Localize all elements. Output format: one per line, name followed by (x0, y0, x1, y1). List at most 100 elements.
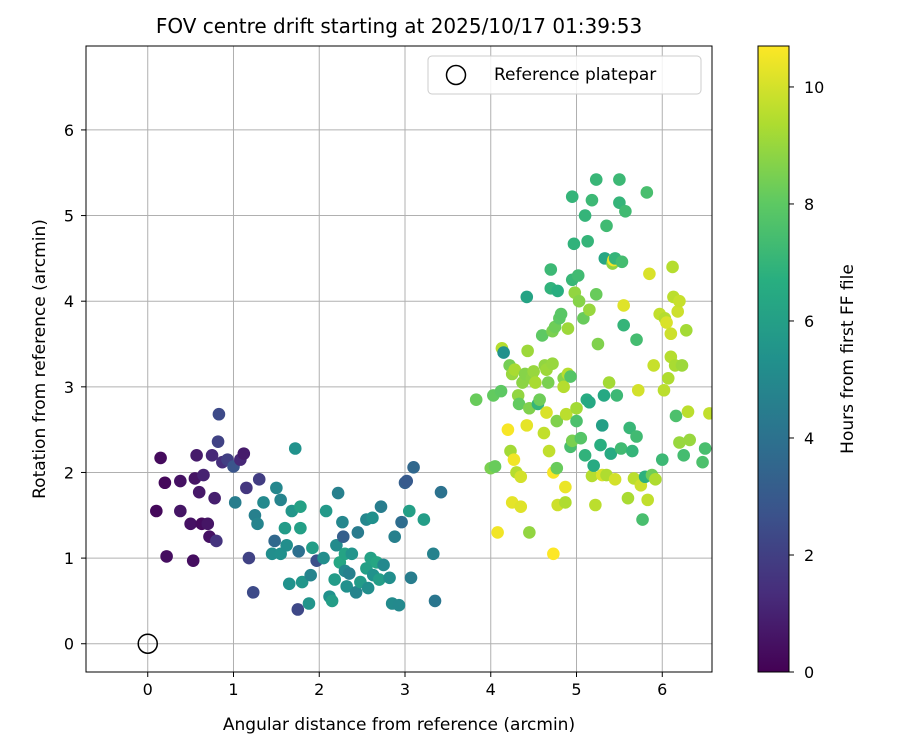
scatter-point (594, 438, 607, 452)
scatter-point (703, 407, 712, 420)
y-tick-label: 1 (64, 549, 74, 568)
scatter-point (302, 597, 316, 610)
scatter-point (597, 389, 611, 402)
scatter-point (671, 305, 684, 318)
colorbar-tick-label: 0 (804, 663, 814, 682)
scatter-point (372, 573, 386, 586)
scatter-point (625, 444, 639, 458)
scatter-point (240, 481, 253, 495)
scatter-point (537, 426, 551, 440)
scatter-point (377, 558, 390, 572)
scatter-point (428, 594, 442, 608)
colorbar-tick-label: 4 (804, 429, 814, 448)
scatter-point (520, 290, 534, 304)
x-tick-label: 5 (571, 680, 581, 699)
scatter-point (619, 204, 632, 218)
scatter-point (585, 193, 599, 207)
x-axis-ticks: 0 1 2 3 4 5 6 (143, 672, 667, 699)
colorbar-ticks: 0 2 4 6 8 10 (789, 78, 824, 682)
scatter-point (523, 526, 536, 539)
scatter-point (197, 468, 210, 482)
legend: Reference platepar (427, 55, 702, 95)
chart-title: FOV centre drift starting at 2025/10/17 … (156, 14, 642, 38)
scatter-point (186, 554, 200, 567)
scatter-point (557, 380, 570, 394)
scatter-point (696, 455, 709, 469)
colorbar: 0 2 4 6 8 10 Hours from first FF file (757, 45, 858, 682)
scatter-point (559, 407, 573, 421)
scatter-point (610, 389, 624, 402)
scatter-point (623, 421, 636, 435)
scatter-point (683, 433, 697, 447)
scatter-point (158, 476, 172, 490)
scatter-point (589, 498, 602, 512)
scatter-point (508, 363, 522, 377)
scatter-point (559, 496, 572, 509)
colorbar-tick-label: 2 (804, 546, 814, 565)
scatter-point (640, 186, 654, 199)
plot-frame (85, 45, 713, 673)
scatter-point (174, 474, 187, 488)
scatter-point (351, 526, 365, 539)
scatter-point (501, 423, 515, 436)
scatter-point (208, 491, 221, 505)
x-tick-label: 0 (143, 680, 153, 699)
scatter-point (567, 237, 581, 251)
scatter-point (541, 376, 555, 389)
scatter-point (550, 461, 564, 475)
scatter-point (661, 371, 675, 385)
scatter-point (417, 513, 431, 526)
legend-entry-reference-platepar: Reference platepar (494, 65, 656, 85)
colorbar-label: Hours from first FF file (838, 264, 858, 454)
x-tick-label: 4 (486, 680, 496, 699)
scatter-point (257, 496, 270, 509)
scatter-point (319, 504, 333, 518)
scatter-point (608, 473, 622, 486)
scatter-point (669, 409, 683, 423)
scatter-point (613, 173, 626, 186)
scatter-point (174, 504, 187, 518)
scatter-point (578, 449, 592, 462)
scatter-point (631, 383, 645, 397)
scatter-point (340, 580, 353, 593)
scatter-point (383, 571, 396, 585)
scatter-point (294, 521, 307, 535)
y-tick-label: 5 (64, 207, 74, 226)
scatter-point (295, 575, 309, 589)
scatter-point (291, 603, 305, 616)
scatter-point (571, 269, 585, 282)
scatter-point (647, 359, 660, 372)
scatter-point (572, 294, 586, 308)
x-axis-label: Angular distance from reference (arcmin) (223, 715, 575, 735)
scatter-point (554, 307, 568, 321)
scatter-point (270, 481, 283, 495)
scatter-point (512, 397, 526, 411)
scatter-point (330, 538, 343, 552)
scatter-point (630, 333, 643, 347)
scatter-point (614, 442, 628, 455)
scatter-point (374, 500, 388, 514)
scatter-point (578, 209, 592, 222)
scatter-point (673, 294, 686, 308)
y-tick-label: 3 (64, 378, 74, 397)
scatter-point (547, 547, 560, 561)
y-axis-label: Rotation from reference (arcmin) (30, 219, 50, 499)
scatter-point (666, 260, 679, 274)
scatter-point (615, 255, 629, 269)
scatter-point (565, 190, 579, 204)
scatter-point (497, 346, 510, 359)
scatter-point (342, 567, 356, 580)
scatter-point (392, 598, 406, 612)
y-tick-label: 0 (64, 635, 74, 654)
scatter-point (404, 571, 418, 585)
scatter-point (251, 517, 264, 531)
scatter-point (242, 551, 256, 565)
scatter-point (630, 430, 643, 443)
scatter-point (589, 173, 603, 186)
scatter-point (388, 530, 402, 543)
scatter-point (252, 473, 266, 486)
colorbar-tick-label: 10 (804, 78, 824, 97)
x-tick-label: 2 (314, 680, 324, 699)
scatter-point (282, 577, 296, 591)
